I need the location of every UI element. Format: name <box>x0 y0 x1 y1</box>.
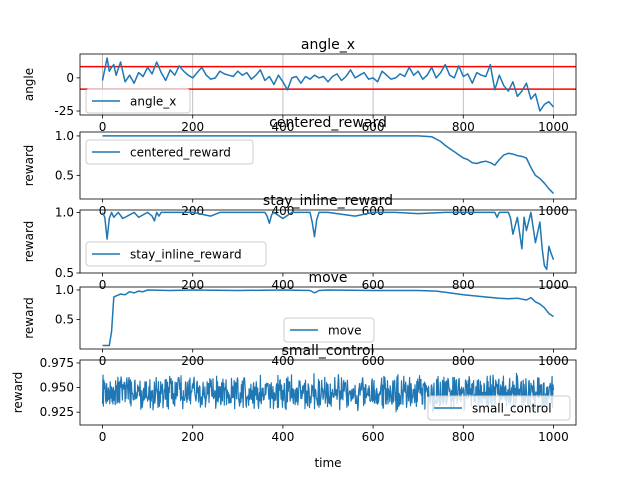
x-tick-label: 0 <box>99 354 107 368</box>
legend: centered_reward <box>85 139 254 165</box>
x-tick-label: 200 <box>181 120 204 134</box>
x-tick-label: 0 <box>99 278 107 292</box>
x-tick-label: 400 <box>271 120 294 134</box>
x-tick-label: 1000 <box>538 354 569 368</box>
legend-box <box>427 395 571 421</box>
x-tick-label: 600 <box>362 354 385 368</box>
panel-title: centered_reward <box>269 115 387 131</box>
legend: small_control <box>427 395 571 421</box>
legend-label: stay_inline_reward <box>130 248 242 262</box>
y-tick-label: 0.5 <box>55 312 74 326</box>
panel-move: move 0 200 400 600 800 1000 0.5 1.0 reward move <box>22 270 577 368</box>
x-tick-label: 200 <box>181 430 204 444</box>
axes-frame <box>79 53 577 116</box>
panel-angle_x: angle_x 0 200 400 600 800 1000 -25 0 angle angle_x <box>22 37 577 134</box>
plot-area <box>102 289 554 347</box>
plot-area <box>102 135 555 195</box>
x-tick-label: 1000 <box>538 430 569 444</box>
legend-box <box>85 139 254 165</box>
series-line-angle_x <box>101 57 555 112</box>
y-tick-label: 1.0 <box>55 205 74 219</box>
x-tick-label: 0 <box>99 204 107 218</box>
legend: stay_inline_reward <box>85 241 267 267</box>
x-tick-label: 800 <box>452 430 475 444</box>
legend-box <box>283 317 375 343</box>
panel-small_control: small_control 0 200 400 600 800 1000 0.925 0.950… <box>11 343 577 444</box>
legend-label: move <box>328 324 362 338</box>
x-tick-label: 1000 <box>538 278 569 292</box>
x-tick-label: 800 <box>452 204 475 218</box>
legend: move <box>283 317 375 343</box>
x-tick-label: 400 <box>271 278 294 292</box>
panel-title: small_control <box>282 343 375 359</box>
x-tick-label: 400 <box>271 354 294 368</box>
panels: angle_x0 200 400 600 800 1000-250angleangle_x… <box>11 37 577 444</box>
y-tick-label: 1.0 <box>55 283 74 297</box>
y-axis-label: reward <box>22 145 36 187</box>
y-tick-label: -25 <box>54 104 74 118</box>
y-tick-label: 0.975 <box>40 356 74 370</box>
y-tick-label: 0.5 <box>55 266 74 280</box>
x-tick-label: 200 <box>181 354 204 368</box>
axes-frame <box>79 131 577 200</box>
y-tick-label: 0.950 <box>40 381 74 395</box>
x-tick-label: 600 <box>362 278 385 292</box>
y-axis-label: angle <box>22 68 36 101</box>
panel-title: move <box>308 270 347 286</box>
x-tick-label: 200 <box>181 278 204 292</box>
plot-area <box>101 211 555 271</box>
x-tick-label: 200 <box>181 204 204 218</box>
panel-stay_inline_reward: stay_inline_reward 0 200 400 600 800 1000 0.5 1.… <box>22 193 577 292</box>
x-tick-label: 600 <box>362 430 385 444</box>
axes-frame <box>79 286 577 350</box>
x-tick-label: 0 <box>99 120 107 134</box>
x-tick-label: 0 <box>99 430 107 444</box>
x-tick-label: 800 <box>452 120 475 134</box>
x-tick-label: 1000 <box>538 120 569 134</box>
x-tick-label: 600 <box>362 204 385 218</box>
panel-title: stay_inline_reward <box>263 193 393 209</box>
panel-centered_reward: centered_reward 0 200 400 600 800 1000 0.5 1.0 re… <box>22 115 577 218</box>
series-line-centered_reward <box>102 135 555 195</box>
panel-title: angle_x <box>301 37 355 53</box>
x-tick-label: 800 <box>452 354 475 368</box>
x-axis-label: time <box>314 456 341 470</box>
y-tick-label: 0.925 <box>40 405 74 419</box>
x-tick-label: 400 <box>271 430 294 444</box>
y-tick-label: 0 <box>66 71 74 85</box>
x-tick-label: 800 <box>452 278 475 292</box>
y-axis-label: reward <box>22 221 36 263</box>
y-tick-label: 0.5 <box>55 168 74 182</box>
axes-frame <box>79 359 577 426</box>
x-tick-label: 1000 <box>538 204 569 218</box>
legend-box <box>85 241 267 267</box>
legend: angle_x <box>85 88 191 114</box>
y-tick-label: 1.0 <box>55 129 74 143</box>
series-line-stay_inline_reward <box>101 211 555 271</box>
legend-label: small_control <box>472 402 552 416</box>
legend-box <box>85 88 191 114</box>
legend-label: angle_x <box>130 95 176 109</box>
series-line-move <box>102 289 554 347</box>
x-tick-label: 600 <box>362 120 385 134</box>
axes-frame <box>79 209 577 274</box>
y-axis-label: reward <box>22 297 36 339</box>
y-axis-label: reward <box>11 372 25 414</box>
legend-label: centered_reward <box>130 146 231 160</box>
